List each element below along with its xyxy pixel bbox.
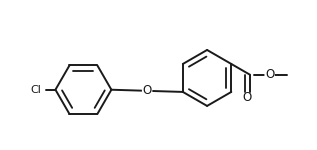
Text: O: O	[143, 84, 152, 97]
Text: O: O	[265, 68, 274, 81]
Text: O: O	[243, 91, 252, 104]
Text: Cl: Cl	[31, 85, 42, 95]
